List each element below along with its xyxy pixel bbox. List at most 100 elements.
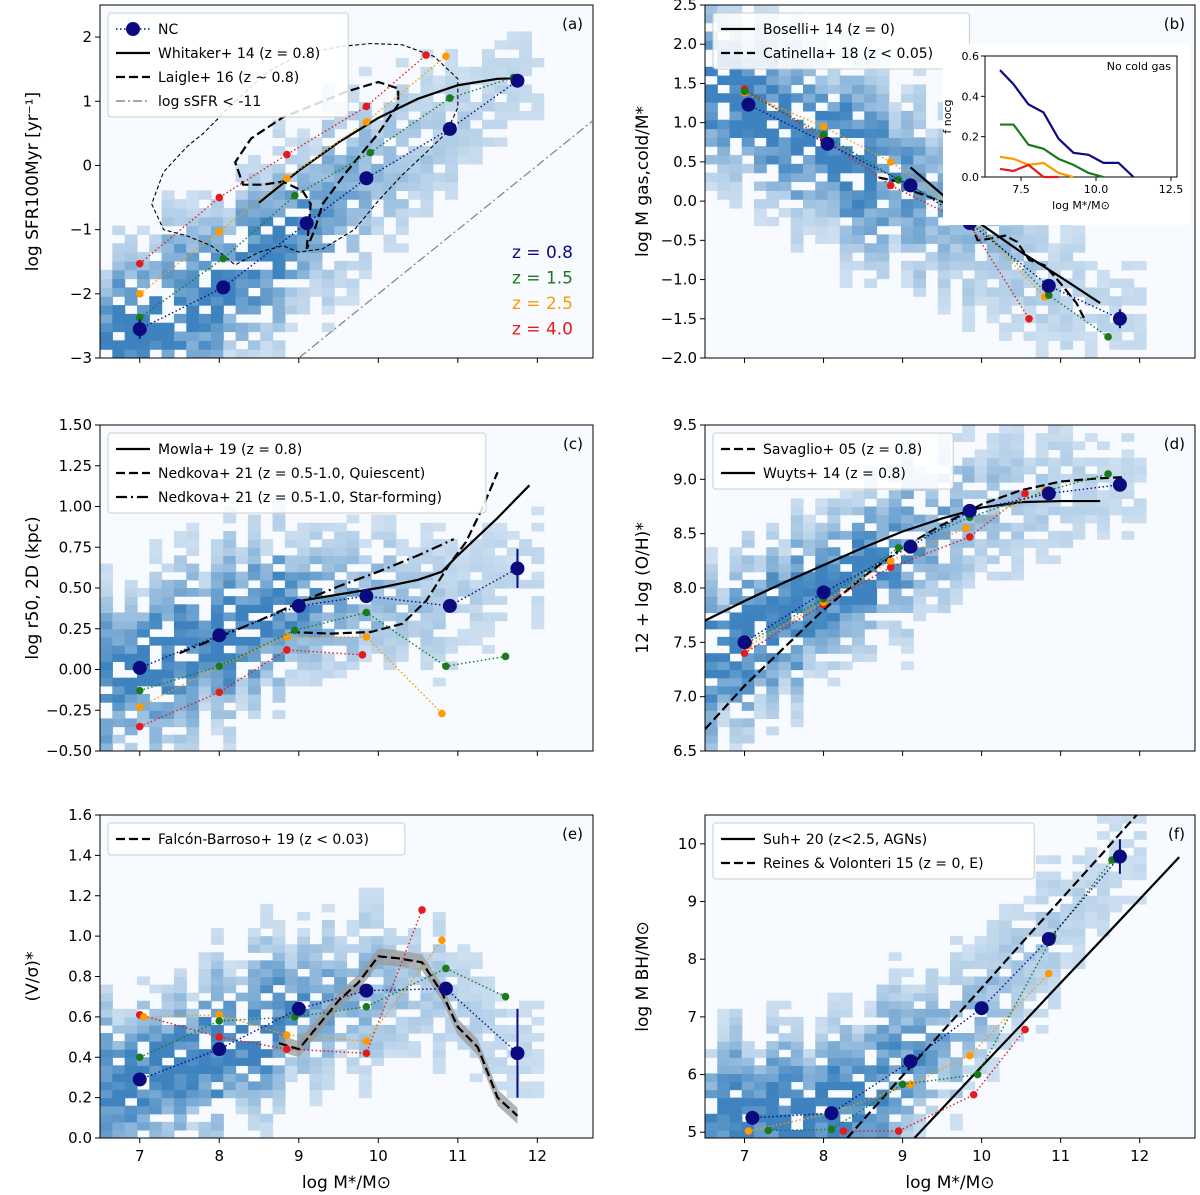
- heatmap-cell: [284, 287, 298, 297]
- heatmap-cell: [1048, 252, 1061, 262]
- heatmap-cell: [494, 66, 508, 77]
- heatmap-cell: [852, 588, 865, 597]
- heatmap-cell: [173, 685, 187, 695]
- heatmap-cell: [284, 596, 298, 605]
- heatmap-cell: [999, 278, 1012, 288]
- heatmap-cell: [210, 287, 224, 297]
- heatmap-cell: [754, 128, 767, 138]
- heatmap-cell: [445, 102, 459, 112]
- heatmap-cell: [876, 1033, 890, 1042]
- heatmap-cell: [766, 547, 780, 556]
- heatmap-cell: [778, 66, 792, 77]
- heatmap-cell: [1121, 465, 1135, 475]
- heatmap-cell: [1060, 225, 1074, 236]
- reference-line-dashed: [290, 471, 499, 635]
- y-tick-label: −0.5: [661, 231, 697, 249]
- heatmap-cell: [149, 1033, 163, 1042]
- heatmap-cell: [371, 530, 385, 540]
- heatmap-cell: [173, 1033, 187, 1042]
- heatmap-cell: [124, 628, 138, 638]
- heatmap-cell: [729, 547, 743, 556]
- heatmap-cell: [705, 1089, 718, 1099]
- heatmap-cell: [112, 620, 126, 630]
- heatmap-cell: [778, 163, 792, 174]
- heatmap-cell: [913, 547, 927, 556]
- heatmap-cell: [986, 976, 1000, 986]
- heatmap-cell: [815, 110, 829, 121]
- legend-label: log sSFR < -11: [158, 94, 261, 110]
- heatmap-cell: [741, 119, 755, 130]
- heatmap-cell: [815, 1033, 829, 1042]
- data-point: [135, 290, 144, 298]
- heatmap-cell: [321, 661, 335, 671]
- heatmap-cell: [937, 1033, 951, 1042]
- heatmap-cell: [913, 1008, 927, 1018]
- heatmap-cell: [815, 199, 829, 209]
- heatmap-cell: [827, 225, 841, 236]
- heatmap-cell: [173, 1073, 187, 1083]
- data-point: [442, 964, 450, 973]
- heatmap-cell: [124, 1073, 138, 1083]
- heatmap-cell: [913, 225, 927, 236]
- heatmap-cell: [729, 1113, 743, 1123]
- heatmap-cell: [705, 128, 718, 138]
- heatmap-cell: [371, 645, 385, 654]
- heatmap-cell: [469, 1024, 483, 1034]
- heatmap-cell: [1060, 457, 1074, 467]
- heatmap-cell: [888, 190, 902, 200]
- heatmap-cell: [1133, 322, 1147, 333]
- heatmap-cell: [321, 296, 335, 306]
- heatmap-cell: [161, 653, 175, 662]
- heatmap-cell: [210, 278, 224, 288]
- heatmap-cell: [346, 539, 360, 548]
- heatmap-cell: [506, 110, 520, 121]
- y-tick-label: 7.5: [673, 633, 697, 651]
- heatmap-cell: [482, 547, 495, 556]
- heatmap-cell: [198, 216, 212, 227]
- heatmap-cell: [346, 260, 360, 271]
- data-point: [362, 1002, 371, 1011]
- heatmap-cell: [457, 571, 471, 581]
- heatmap-cell: [1023, 331, 1037, 341]
- heatmap-cell: [124, 287, 138, 297]
- heatmap-cell: [901, 260, 914, 271]
- heatmap-cell: [223, 1008, 237, 1018]
- heatmap-cell: [705, 93, 718, 103]
- heatmap-cell: [482, 588, 495, 597]
- heatmap-cell: [803, 1105, 816, 1115]
- heatmap-cell: [371, 944, 385, 953]
- heatmap-cell: [950, 555, 963, 565]
- heatmap-cell: [864, 563, 878, 573]
- heatmap-cell: [100, 1008, 113, 1018]
- heatmap-cell: [383, 1049, 397, 1058]
- heatmap-cell: [124, 1081, 138, 1091]
- heatmap-cell: [420, 636, 434, 646]
- heatmap-cell: [1035, 928, 1049, 937]
- heatmap-cell: [1023, 278, 1037, 288]
- legend-label: Savaglio+ 05 (z = 0.8): [763, 442, 922, 458]
- heatmap-cell: [852, 1065, 865, 1074]
- heatmap-cell: [1097, 887, 1110, 897]
- heatmap-cell: [1035, 225, 1049, 236]
- heatmap-cell: [962, 305, 976, 315]
- heatmap-cell: [876, 269, 890, 280]
- heatmap-cell: [852, 1057, 865, 1066]
- heatmap-cell: [371, 984, 385, 994]
- heatmap-cell: [346, 1065, 360, 1074]
- density-heatmap: [100, 31, 545, 358]
- y-tick-label: 8.0: [673, 579, 697, 597]
- heatmap-cell: [272, 992, 286, 1002]
- heatmap-cell: [888, 1097, 902, 1107]
- data-point: [1044, 291, 1053, 300]
- heatmap-cell: [827, 163, 841, 174]
- heatmap-cell: [717, 669, 731, 679]
- heatmap-cell: [766, 710, 780, 719]
- heatmap-cell: [482, 645, 495, 654]
- heatmap-cell: [901, 628, 914, 638]
- heatmap-cell: [100, 636, 113, 646]
- heatmap-cell: [766, 571, 780, 581]
- heatmap-cell: [260, 1121, 274, 1131]
- heatmap-cell: [161, 992, 175, 1002]
- heatmap-cell: [790, 163, 804, 174]
- heatmap-cell: [705, 1113, 718, 1123]
